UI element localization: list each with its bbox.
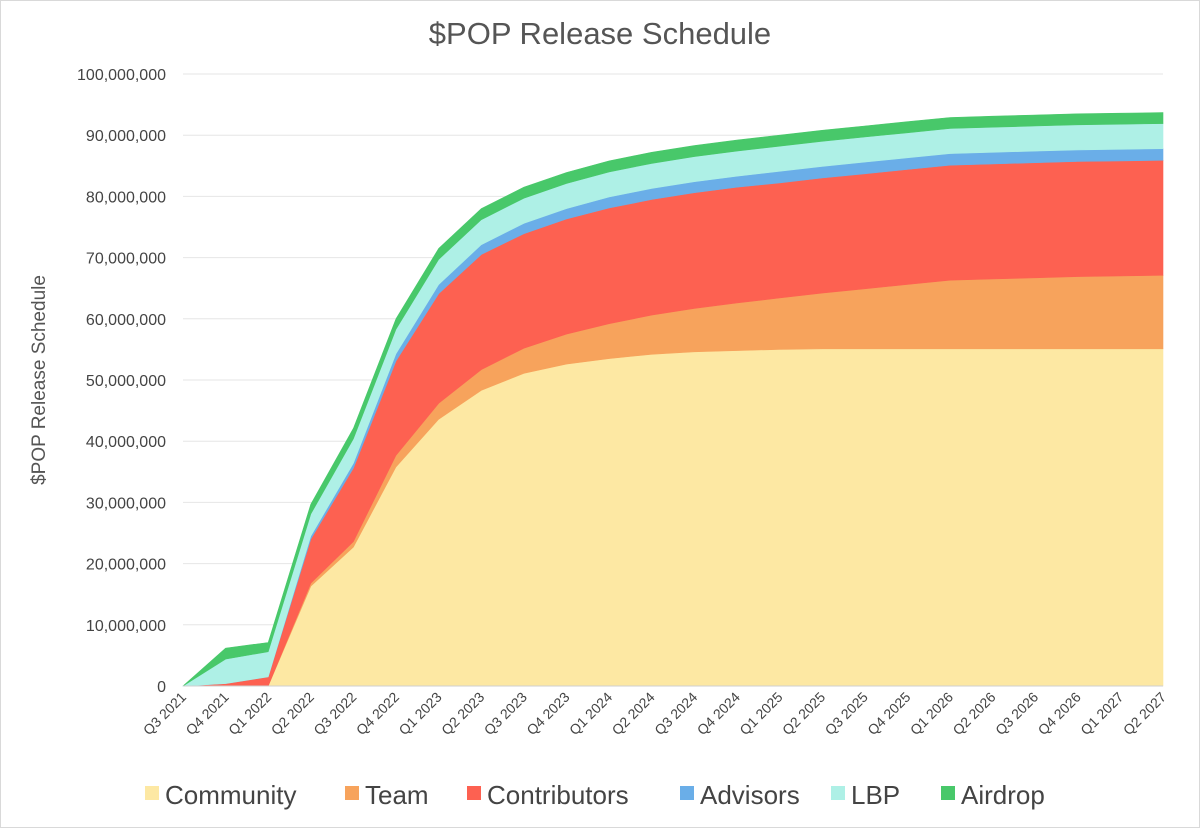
x-tick-label: Q1 2025 (736, 689, 785, 738)
legend-swatch-lbp (831, 786, 845, 800)
legend-label-team: Team (365, 780, 429, 810)
y-tick-label: 90,000,000 (86, 128, 166, 145)
y-tick-label: 60,000,000 (86, 312, 166, 329)
y-tick-label: 10,000,000 (86, 618, 166, 635)
x-tick-label: Q2 2023 (438, 689, 487, 738)
x-tick-label: Q2 2025 (779, 689, 828, 738)
legend-swatch-contributors (467, 786, 481, 800)
chart-title: $POP Release Schedule (429, 16, 771, 51)
x-tick-label: Q1 2023 (395, 689, 444, 738)
x-tick-label: Q3 2022 (310, 689, 359, 738)
legend-swatch-team (345, 786, 359, 800)
legend-label-lbp: LBP (851, 780, 900, 810)
y-tick-label: 100,000,000 (77, 67, 166, 84)
legend-label-community: Community (165, 780, 296, 810)
x-tick-label: Q1 2022 (225, 689, 274, 738)
x-tick-label: Q4 2022 (353, 689, 402, 738)
legend-label-advisors: Advisors (700, 780, 800, 810)
x-tick-label: Q2 2026 (949, 689, 998, 738)
y-tick-label: 20,000,000 (86, 557, 166, 574)
area-airdrop (182, 112, 1164, 687)
legend-swatch-advisors (680, 786, 694, 800)
x-tick-label: Q4 2026 (1035, 689, 1084, 738)
x-tick-label: Q4 2023 (523, 689, 572, 738)
y-tick-label: 70,000,000 (86, 251, 166, 268)
legend-label-airdrop: Airdrop (961, 780, 1045, 810)
legend-swatch-airdrop (941, 786, 955, 800)
x-tick-label: Q3 2025 (822, 689, 871, 738)
x-tick-label: Q2 2027 (1120, 689, 1169, 738)
y-tick-label: 80,000,000 (86, 189, 166, 206)
x-tick-label: Q2 2024 (609, 689, 658, 738)
x-tick-label: Q1 2024 (566, 689, 615, 738)
y-axis-ticks: 0 10,000,000 20,000,000 30,000,000 40,000,00… (77, 67, 166, 696)
y-tick-label: 50,000,000 (86, 373, 166, 390)
x-tick-label: Q3 2021 (140, 689, 189, 738)
legend: Community Team Contributors Advisors LBP Aird… (145, 780, 1045, 810)
y-tick-label: 0 (157, 679, 166, 696)
x-tick-label: Q4 2025 (864, 689, 913, 738)
legend-label-contributors: Contributors (487, 780, 629, 810)
legend-swatch-community (145, 786, 159, 800)
x-tick-label: Q4 2021 (182, 689, 231, 738)
x-tick-label: Q3 2024 (651, 689, 700, 738)
area-series (181, 112, 1164, 687)
x-tick-label: Q1 2026 (907, 689, 956, 738)
x-tick-label: Q2 2022 (268, 689, 317, 738)
y-axis-label: $POP Release Schedule (29, 275, 50, 485)
x-tick-label: Q3 2023 (481, 689, 530, 738)
y-tick-label: 40,000,000 (86, 434, 166, 451)
x-tick-label: Q1 2027 (1077, 689, 1126, 738)
y-tick-label: 30,000,000 (86, 495, 166, 512)
x-tick-label: Q4 2024 (694, 689, 743, 738)
x-tick-label: Q3 2026 (992, 689, 1041, 738)
